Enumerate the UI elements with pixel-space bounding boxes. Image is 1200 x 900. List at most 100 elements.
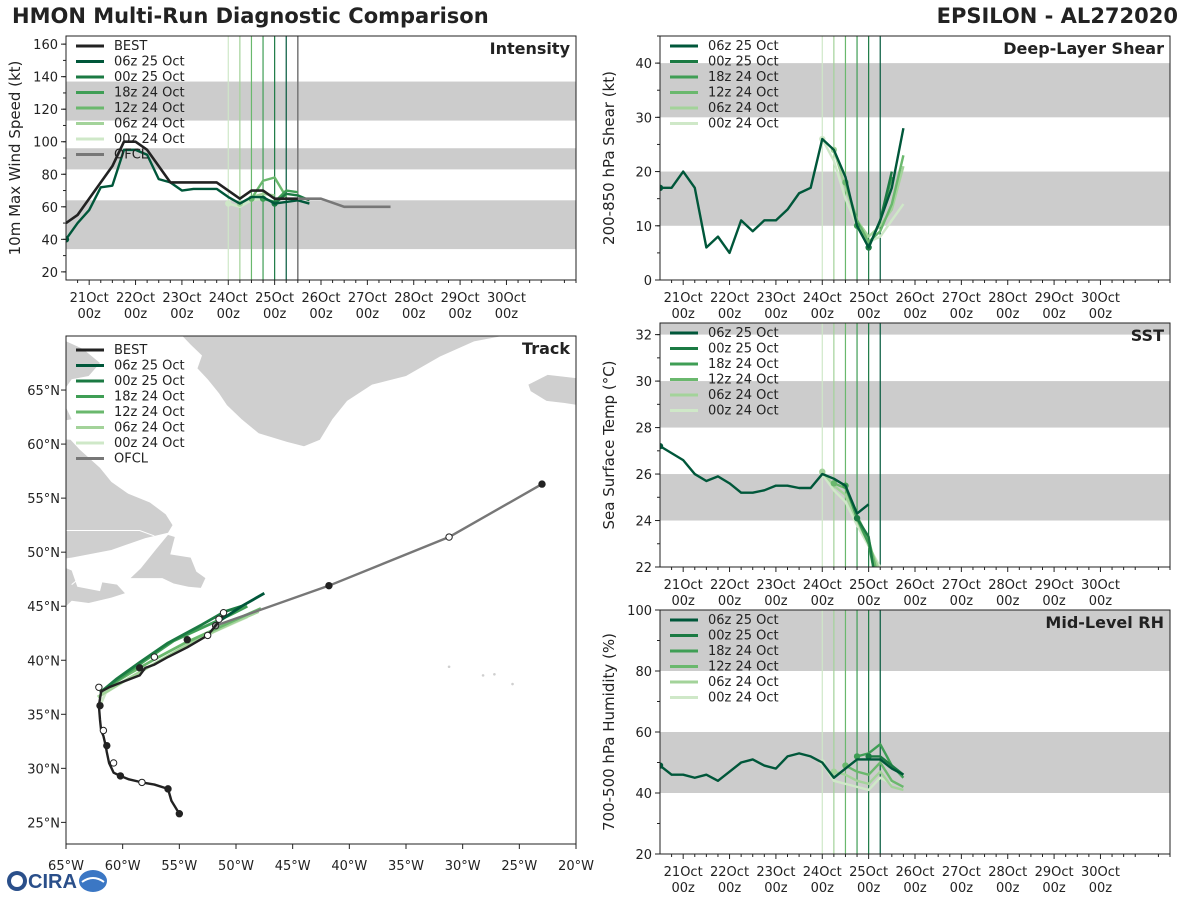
track-marker <box>445 533 453 541</box>
series-point <box>66 236 70 243</box>
lon-tick-label: 25°W <box>501 859 537 874</box>
x-tick-hour-label: 00z <box>950 881 974 896</box>
island-azores <box>447 665 451 669</box>
legend-label: 06z 24 Oct <box>708 101 779 116</box>
x-tick-day-label: 24Oct <box>803 865 842 880</box>
x-tick-hour-label: 00z <box>718 594 742 609</box>
x-tick-hour-label: 00z <box>950 307 974 322</box>
x-tick-hour-label: 00z <box>1089 307 1113 322</box>
series-line <box>856 517 875 567</box>
legend-label: 18z 24 Oct <box>114 86 185 101</box>
series-line <box>660 127 905 255</box>
series-line <box>868 755 905 776</box>
island-azores <box>481 674 485 677</box>
x-tick-hour-label: 00z <box>217 307 241 322</box>
legend-label: 12z 24 Oct <box>114 101 185 116</box>
shaded-band <box>660 323 1170 335</box>
x-tick-day-label: 25Oct <box>849 865 888 880</box>
y-tick-label: 20 <box>41 266 58 281</box>
y-tick-label: 60 <box>41 201 58 216</box>
y-tick-label: 20 <box>635 166 652 181</box>
y-tick-label: 80 <box>41 168 58 183</box>
lat-tick-label: 55°N <box>27 492 60 507</box>
series-point <box>819 468 826 475</box>
figure-title-left: HMON Multi-Run Diagnostic Comparison <box>12 4 489 28</box>
y-axis-label: 700-500 hPa Humidity (%) <box>600 633 618 831</box>
x-tick-day-label: 22Oct <box>710 578 749 593</box>
landmass-greenland <box>182 336 503 447</box>
x-tick-day-label: 22Oct <box>116 291 155 306</box>
x-tick-hour-label: 00z <box>811 594 835 609</box>
legend-label: 00z 24 Oct <box>708 404 779 419</box>
figure-title-right: EPSILON - AL272020 <box>936 4 1178 28</box>
y-tick-label: 40 <box>635 57 652 72</box>
x-tick-hour-label: 00z <box>495 307 519 322</box>
x-tick-hour-label: 00z <box>671 307 695 322</box>
lat-tick-label: 45°N <box>27 600 60 615</box>
lon-tick-label: 55°W <box>161 859 197 874</box>
legend-label: 06z 25 Oct <box>708 39 779 54</box>
panel-title: SST <box>1131 326 1164 345</box>
y-tick-label: 30 <box>635 111 652 126</box>
x-tick-day-label: 23Oct <box>162 291 201 306</box>
y-tick-label: 28 <box>635 422 652 437</box>
track-marker <box>135 664 144 672</box>
legend-label: 00z 24 Oct <box>114 436 185 451</box>
province-border <box>66 530 155 537</box>
x-tick-hour-label: 00z <box>903 594 927 609</box>
legend-label: 06z 24 Oct <box>708 675 779 690</box>
lon-tick-label: 50°W <box>218 859 254 874</box>
legend-label: BEST <box>114 343 147 358</box>
x-tick-day-label: 23Oct <box>756 578 795 593</box>
series-point <box>225 200 232 207</box>
lon-tick-label: 45°W <box>275 859 311 874</box>
x-tick-hour-label: 00z <box>996 881 1020 896</box>
series-line <box>844 761 904 788</box>
legend-label: 00z 25 Oct <box>708 342 779 357</box>
series-point <box>660 184 664 192</box>
series-line <box>66 148 310 241</box>
x-tick-day-label: 25Oct <box>849 291 888 306</box>
legend-label: 00z 25 Oct <box>114 70 185 85</box>
x-tick-hour-label: 00z <box>950 594 974 609</box>
map-area <box>66 336 576 818</box>
x-tick-hour-label: 00z <box>811 307 835 322</box>
x-tick-hour-label: 00z <box>402 307 426 322</box>
chart-rh: 2040608010021Oct00z22Oct00z23Oct00z24Oct… <box>600 604 1171 896</box>
x-tick-hour-label: 00z <box>764 307 788 322</box>
y-tick-label: 24 <box>635 515 652 530</box>
legend-label: 12z 24 Oct <box>708 660 779 675</box>
lon-tick-label: 65°W <box>48 859 84 874</box>
y-tick-label: 10 <box>635 220 652 235</box>
x-tick-hour-label: 00z <box>764 881 788 896</box>
y-tick-label: 26 <box>635 468 652 483</box>
x-tick-day-label: 21Oct <box>70 291 109 306</box>
x-tick-day-label: 30Oct <box>1081 865 1120 880</box>
lon-tick-label: 60°W <box>105 859 141 874</box>
x-tick-day-label: 27Oct <box>348 291 387 306</box>
lat-tick-label: 35°N <box>27 708 60 723</box>
legend-label: 06z 24 Oct <box>114 117 185 132</box>
y-tick-label: 120 <box>33 103 58 118</box>
cira-logo: CIRA <box>7 870 107 893</box>
y-tick-label: 0 <box>644 274 652 289</box>
x-tick-day-label: 26Oct <box>895 865 934 880</box>
x-tick-day-label: 21Oct <box>664 291 703 306</box>
lat-tick-label: 50°N <box>27 546 60 561</box>
legend-label: 12z 24 Oct <box>708 373 779 388</box>
x-tick-day-label: 29Oct <box>441 291 480 306</box>
legend-label: 06z 24 Oct <box>114 421 185 436</box>
legend-label: 00z 25 Oct <box>114 374 185 389</box>
track-marker <box>150 653 159 661</box>
x-tick-day-label: 21Oct <box>664 578 703 593</box>
x-tick-hour-label: 00z <box>170 307 194 322</box>
legend-label: 00z 24 Oct <box>114 132 185 147</box>
landmass-north-america <box>66 439 173 607</box>
track-line <box>97 612 226 815</box>
series-line <box>821 138 905 244</box>
legend-label: 18z 24 Oct <box>708 644 779 659</box>
track-marker <box>99 726 108 735</box>
x-tick-hour-label: 00z <box>857 881 881 896</box>
track-line <box>215 483 543 627</box>
